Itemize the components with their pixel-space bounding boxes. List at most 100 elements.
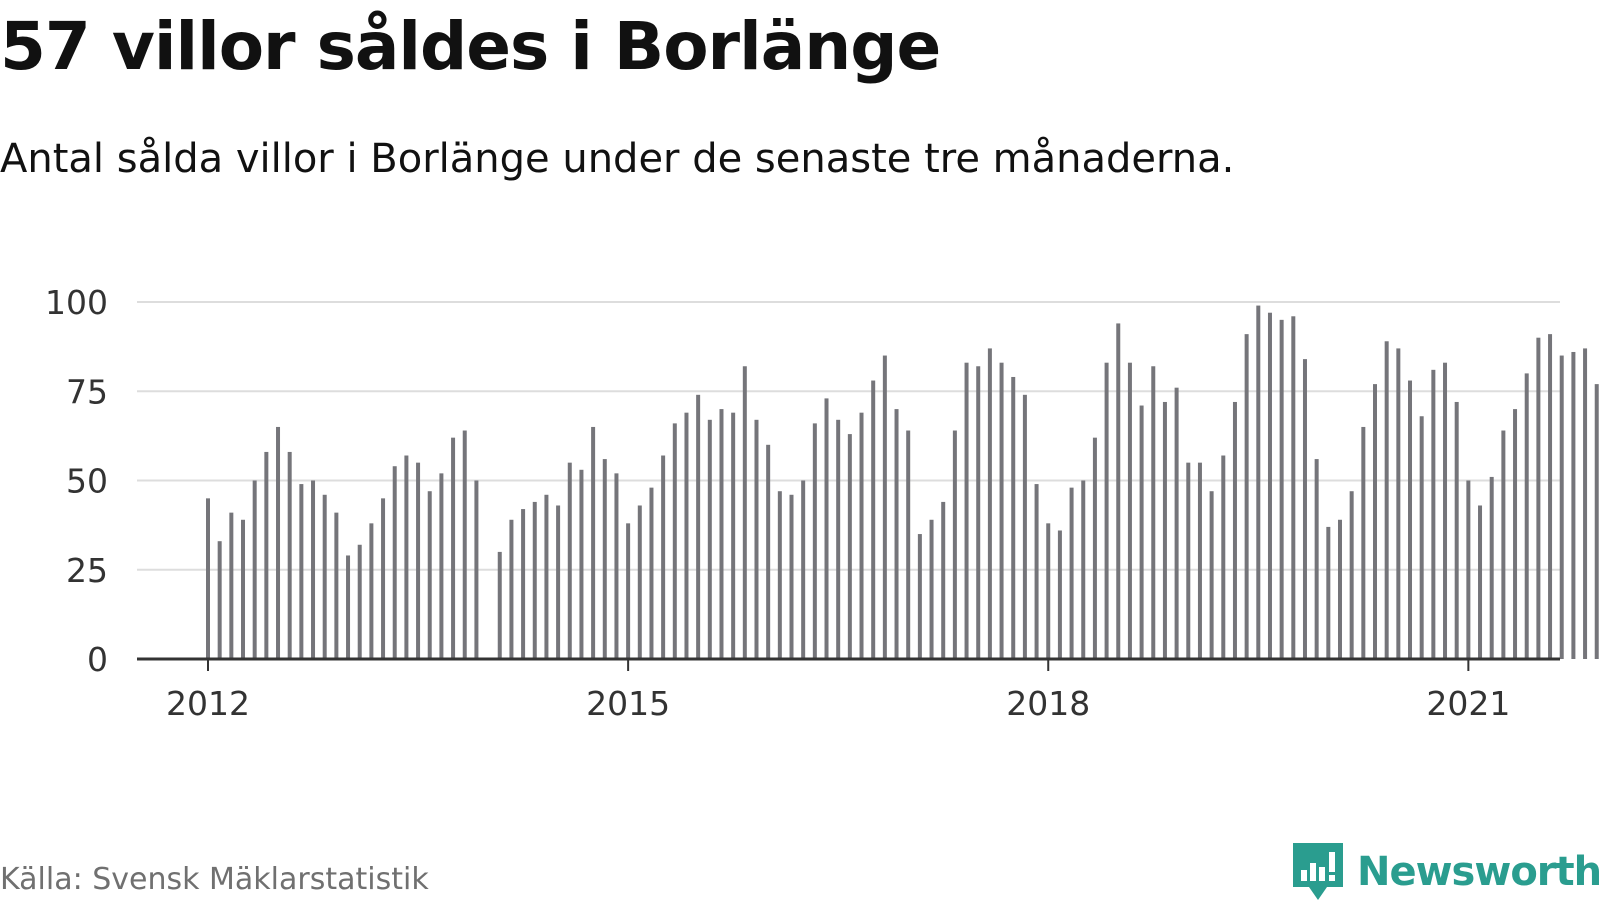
bar [1256,305,1261,659]
bar [836,419,841,659]
bar [1384,341,1389,659]
bar [1046,523,1051,659]
bar [462,430,467,659]
bar [602,459,607,659]
bar [1162,401,1167,659]
bar [416,462,421,659]
bar [777,491,782,659]
bar [731,412,736,659]
bar [322,494,327,659]
bar [894,409,899,659]
bar [812,423,817,659]
bar [707,419,712,659]
bar [906,430,911,659]
y-tick-label: 100 [45,283,108,322]
x-tick-label: 2015 [586,684,670,723]
bar [591,426,596,659]
bar [346,555,351,659]
newsworthy-logo-icon [1293,843,1343,900]
bar [754,419,759,659]
bar [369,523,374,659]
bar [357,544,362,659]
bar [1559,355,1564,659]
bar [684,412,689,659]
bar [952,430,957,659]
bar [439,473,444,659]
bar [1594,384,1599,659]
bar [1548,334,1553,659]
bar [929,519,934,659]
bar [241,519,246,659]
y-tick-label: 25 [66,551,108,590]
bar [766,444,771,659]
bar [427,491,432,659]
brand-mark: Newsworthy [1293,843,1600,900]
bar [1104,362,1109,659]
bars [206,305,1599,659]
bar [1221,455,1226,659]
x-axis [137,657,1560,671]
y-tick-label: 0 [87,640,108,679]
bar [1373,384,1377,659]
bar [976,366,981,659]
bar [521,509,526,659]
bar [1478,505,1483,659]
bar [1011,376,1016,659]
bar [1524,373,1529,659]
bar [1057,530,1062,659]
bar [334,512,339,659]
bar [1151,366,1156,659]
bar [859,412,864,659]
bar [509,519,514,659]
bar [1431,369,1436,659]
bar [1326,526,1331,659]
bar [287,451,292,659]
bar [1408,380,1413,659]
bar [1186,462,1191,659]
x-tick-label: 2018 [1006,684,1090,723]
bar [404,455,409,659]
bar [719,409,724,659]
bar [649,487,654,659]
bar [672,423,677,659]
bar [1349,491,1354,659]
bar [1466,480,1471,659]
bar [1443,362,1448,659]
bar [392,466,397,659]
bar [1232,401,1237,659]
bar [999,362,1004,659]
bar [941,501,946,659]
bar [544,494,549,659]
bar [1302,359,1307,659]
bar [451,437,456,659]
bar [637,505,642,659]
bar [229,512,234,659]
bar [1069,487,1074,659]
bar [264,451,269,659]
y-axis-labels: 0 25 50 75 100 [45,283,108,679]
bar [871,380,876,659]
bar [1396,348,1401,659]
bar [614,473,619,659]
bar [626,523,631,659]
bar [1361,426,1366,659]
source-note: Källa: Svensk Mäklarstatistik [0,862,429,897]
bar [1454,401,1459,659]
bar [474,480,479,659]
chart-title: 57 villor såldes i Borlänge [0,8,941,85]
bar [1571,351,1576,659]
x-tick-label: 2012 [166,684,250,723]
bar [1092,437,1097,659]
bar [1501,430,1506,659]
bar [311,480,316,659]
bar [882,355,887,659]
bar [1081,480,1086,659]
bar [497,551,502,659]
bar [1291,316,1296,659]
bar [1034,484,1039,659]
bar [964,362,969,659]
bar [1209,491,1214,659]
bar [1583,348,1588,659]
bar [299,484,304,659]
